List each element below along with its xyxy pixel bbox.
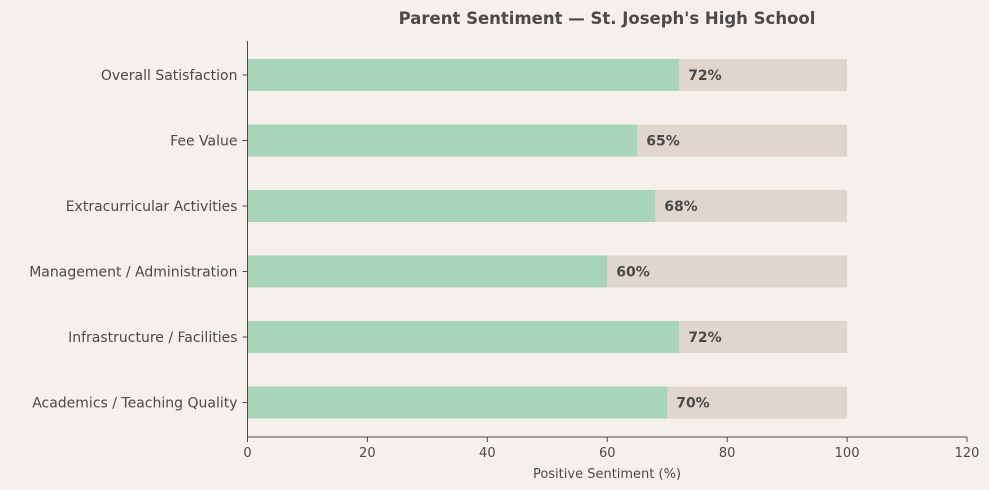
bar-overall-satisfaction: [247, 59, 680, 91]
category-label-management-administration: Management / Administration: [29, 265, 237, 281]
category-label-extracurricular-activities: Extracurricular Activities: [66, 199, 238, 215]
bar-extracurricular-activities: [247, 190, 656, 222]
value-label-extracurricular-activities: 68%: [664, 199, 698, 215]
x-tick-label-20: 20: [359, 446, 376, 461]
x-tick-label-0: 0: [243, 446, 251, 461]
bar-infrastructure-facilities: [247, 321, 680, 353]
x-axis-label: Positive Sentiment (%): [533, 467, 681, 482]
category-label-academics-teaching-quality: Academics / Teaching Quality: [32, 396, 237, 412]
chart-title: Parent Sentiment — St. Joseph's High Sch…: [399, 9, 816, 28]
value-label-academics-teaching-quality: 70%: [676, 396, 710, 412]
axes: [242, 41, 967, 438]
background-bars: [247, 59, 848, 419]
category-labels: Overall Satisfaction Fee Value Extracurric…: [29, 68, 237, 412]
category-label-infrastructure-facilities: Infrastructure / Facilities: [68, 330, 237, 346]
category-label-fee-value: Fee Value: [170, 134, 237, 150]
bar-academics-teaching-quality: [247, 386, 668, 419]
x-tick-label-80: 80: [719, 446, 736, 461]
x-tick-label-60: 60: [599, 446, 616, 461]
bar-fee-value: [247, 124, 638, 157]
value-labels: 72% 65% 68% 60% 72% 70%: [616, 68, 721, 412]
x-tick-label-120: 120: [955, 446, 980, 461]
bar-management-administration: [247, 255, 608, 288]
value-bars: [247, 59, 680, 419]
value-label-infrastructure-facilities: 72%: [688, 330, 722, 346]
value-label-management-administration: 60%: [616, 265, 650, 281]
x-tick-label-100: 100: [835, 446, 860, 461]
category-label-overall-satisfaction: Overall Satisfaction: [101, 68, 238, 84]
x-tick-label-40: 40: [479, 446, 496, 461]
x-axis-ticks: 0 20 40 60 80 100 120: [243, 437, 979, 461]
value-label-fee-value: 65%: [646, 134, 680, 150]
value-label-overall-satisfaction: 72%: [688, 68, 722, 84]
